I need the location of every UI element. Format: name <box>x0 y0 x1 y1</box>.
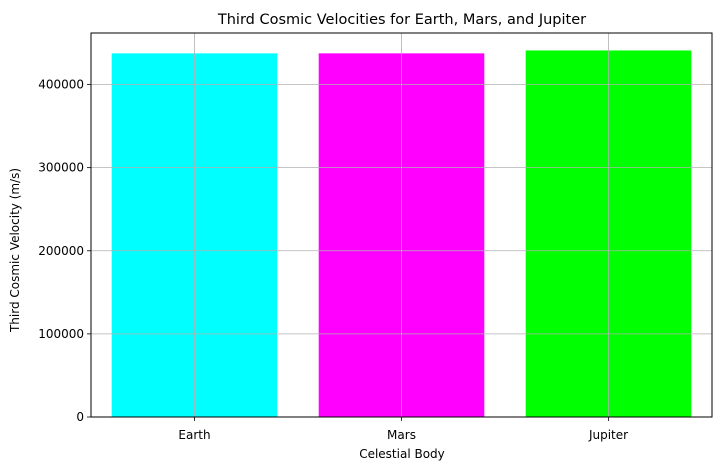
y-tick-label: 400000 <box>38 78 84 92</box>
x-tick-label: Jupiter <box>588 428 628 442</box>
y-axis-label: Third Cosmic Velocity (m/s) <box>8 168 22 333</box>
bars <box>91 33 712 418</box>
y-tick-label: 0 <box>76 410 84 424</box>
y-tick-label: 200000 <box>38 244 84 258</box>
y-tick-label: 100000 <box>38 327 84 341</box>
y-tick-label: 300000 <box>38 161 84 175</box>
x-tick-label: Mars <box>387 428 416 442</box>
x-axis-label: Celestial Body <box>359 447 445 461</box>
chart-title: Third Cosmic Velocities for Earth, Mars,… <box>217 12 586 28</box>
axes: 0 100000 200000 300000 400000 Earth Mars Jupite… <box>38 32 713 442</box>
x-tick-label: Earth <box>178 428 210 442</box>
